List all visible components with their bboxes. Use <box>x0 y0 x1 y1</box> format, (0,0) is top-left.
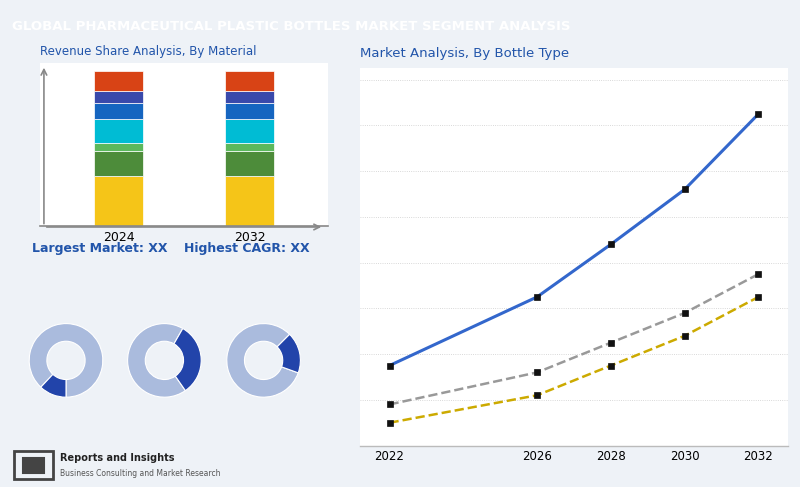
Text: GLOBAL PHARMACEUTICAL PLASTIC BOTTLES MARKET SEGMENT ANALYSIS: GLOBAL PHARMACEUTICAL PLASTIC BOTTLES MA… <box>12 20 570 33</box>
Bar <box>225 176 274 226</box>
Bar <box>225 143 274 151</box>
Wedge shape <box>174 329 201 391</box>
Bar <box>225 151 274 176</box>
Text: Market Analysis, By Bottle Type: Market Analysis, By Bottle Type <box>360 47 569 60</box>
Bar <box>94 143 143 151</box>
Bar <box>225 119 274 143</box>
Text: Business Consulting and Market Research: Business Consulting and Market Research <box>60 469 221 478</box>
Text: Largest Market: XX: Largest Market: XX <box>32 242 167 255</box>
Bar <box>94 176 143 226</box>
Bar <box>94 71 143 91</box>
Wedge shape <box>30 323 102 397</box>
Bar <box>225 91 274 103</box>
Wedge shape <box>227 323 298 397</box>
Wedge shape <box>277 335 300 373</box>
Bar <box>94 91 143 103</box>
Text: Reports and Insights: Reports and Insights <box>60 453 174 463</box>
Wedge shape <box>41 375 66 397</box>
Wedge shape <box>128 323 186 397</box>
Bar <box>14 451 53 479</box>
Text: Highest CAGR: XX: Highest CAGR: XX <box>184 242 310 255</box>
Text: Revenue Share Analysis, By Material: Revenue Share Analysis, By Material <box>40 45 257 58</box>
Bar <box>94 103 143 119</box>
Bar <box>94 151 143 176</box>
Bar <box>225 71 274 91</box>
Bar <box>94 119 143 143</box>
Bar <box>225 103 274 119</box>
Bar <box>23 458 44 473</box>
